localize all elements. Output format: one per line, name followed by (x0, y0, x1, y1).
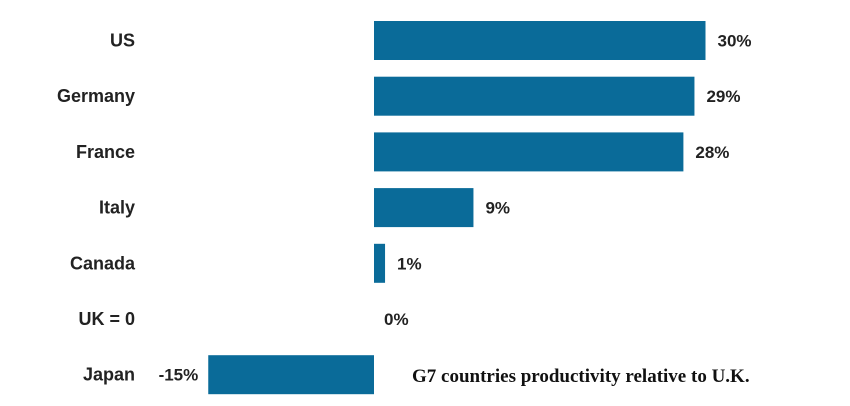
chart-title: G7 countries productivity relative to U.… (412, 366, 750, 387)
bar-germany (374, 76, 695, 116)
category-label-canada: Canada (70, 253, 136, 273)
value-label-italy: 9% (485, 199, 510, 218)
bar-canada (374, 243, 386, 283)
category-label-france: France (76, 142, 135, 162)
category-label-us: US (110, 31, 135, 51)
value-label-japan: -15% (159, 366, 199, 385)
value-label-us: 30% (718, 32, 752, 51)
category-label-italy: Italy (99, 198, 135, 218)
value-label-germany: 29% (706, 87, 740, 106)
value-label-uk-0: 0% (384, 310, 409, 329)
category-label-japan: Japan (83, 365, 135, 385)
bar-france (374, 132, 684, 172)
value-label-france: 28% (695, 143, 729, 162)
category-label-uk-0: UK = 0 (78, 309, 135, 329)
bar-italy (374, 188, 474, 228)
category-label-germany: Germany (57, 86, 135, 106)
bar-japan (208, 355, 374, 395)
value-label-canada: 1% (397, 254, 422, 273)
bar-us (374, 21, 706, 60)
